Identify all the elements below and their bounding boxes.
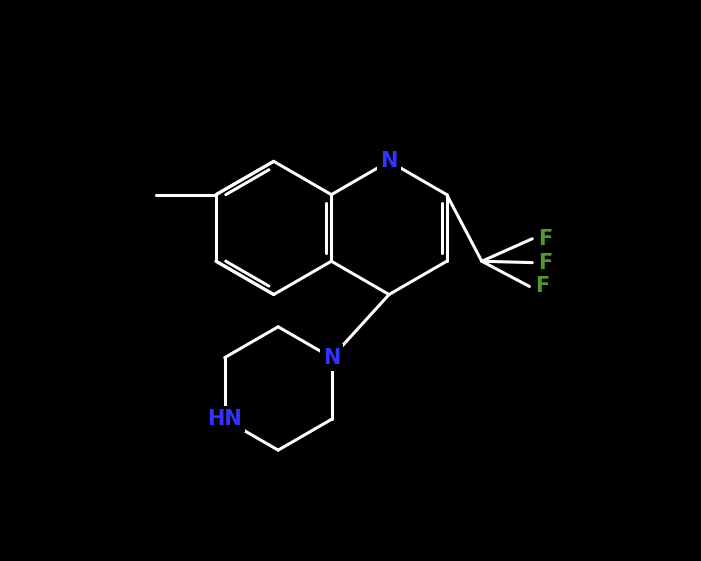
Text: HN: HN: [207, 410, 242, 429]
Text: F: F: [538, 252, 552, 273]
Text: F: F: [538, 229, 552, 249]
Text: F: F: [535, 277, 549, 296]
Text: N: N: [381, 151, 397, 171]
Text: N: N: [323, 348, 340, 367]
